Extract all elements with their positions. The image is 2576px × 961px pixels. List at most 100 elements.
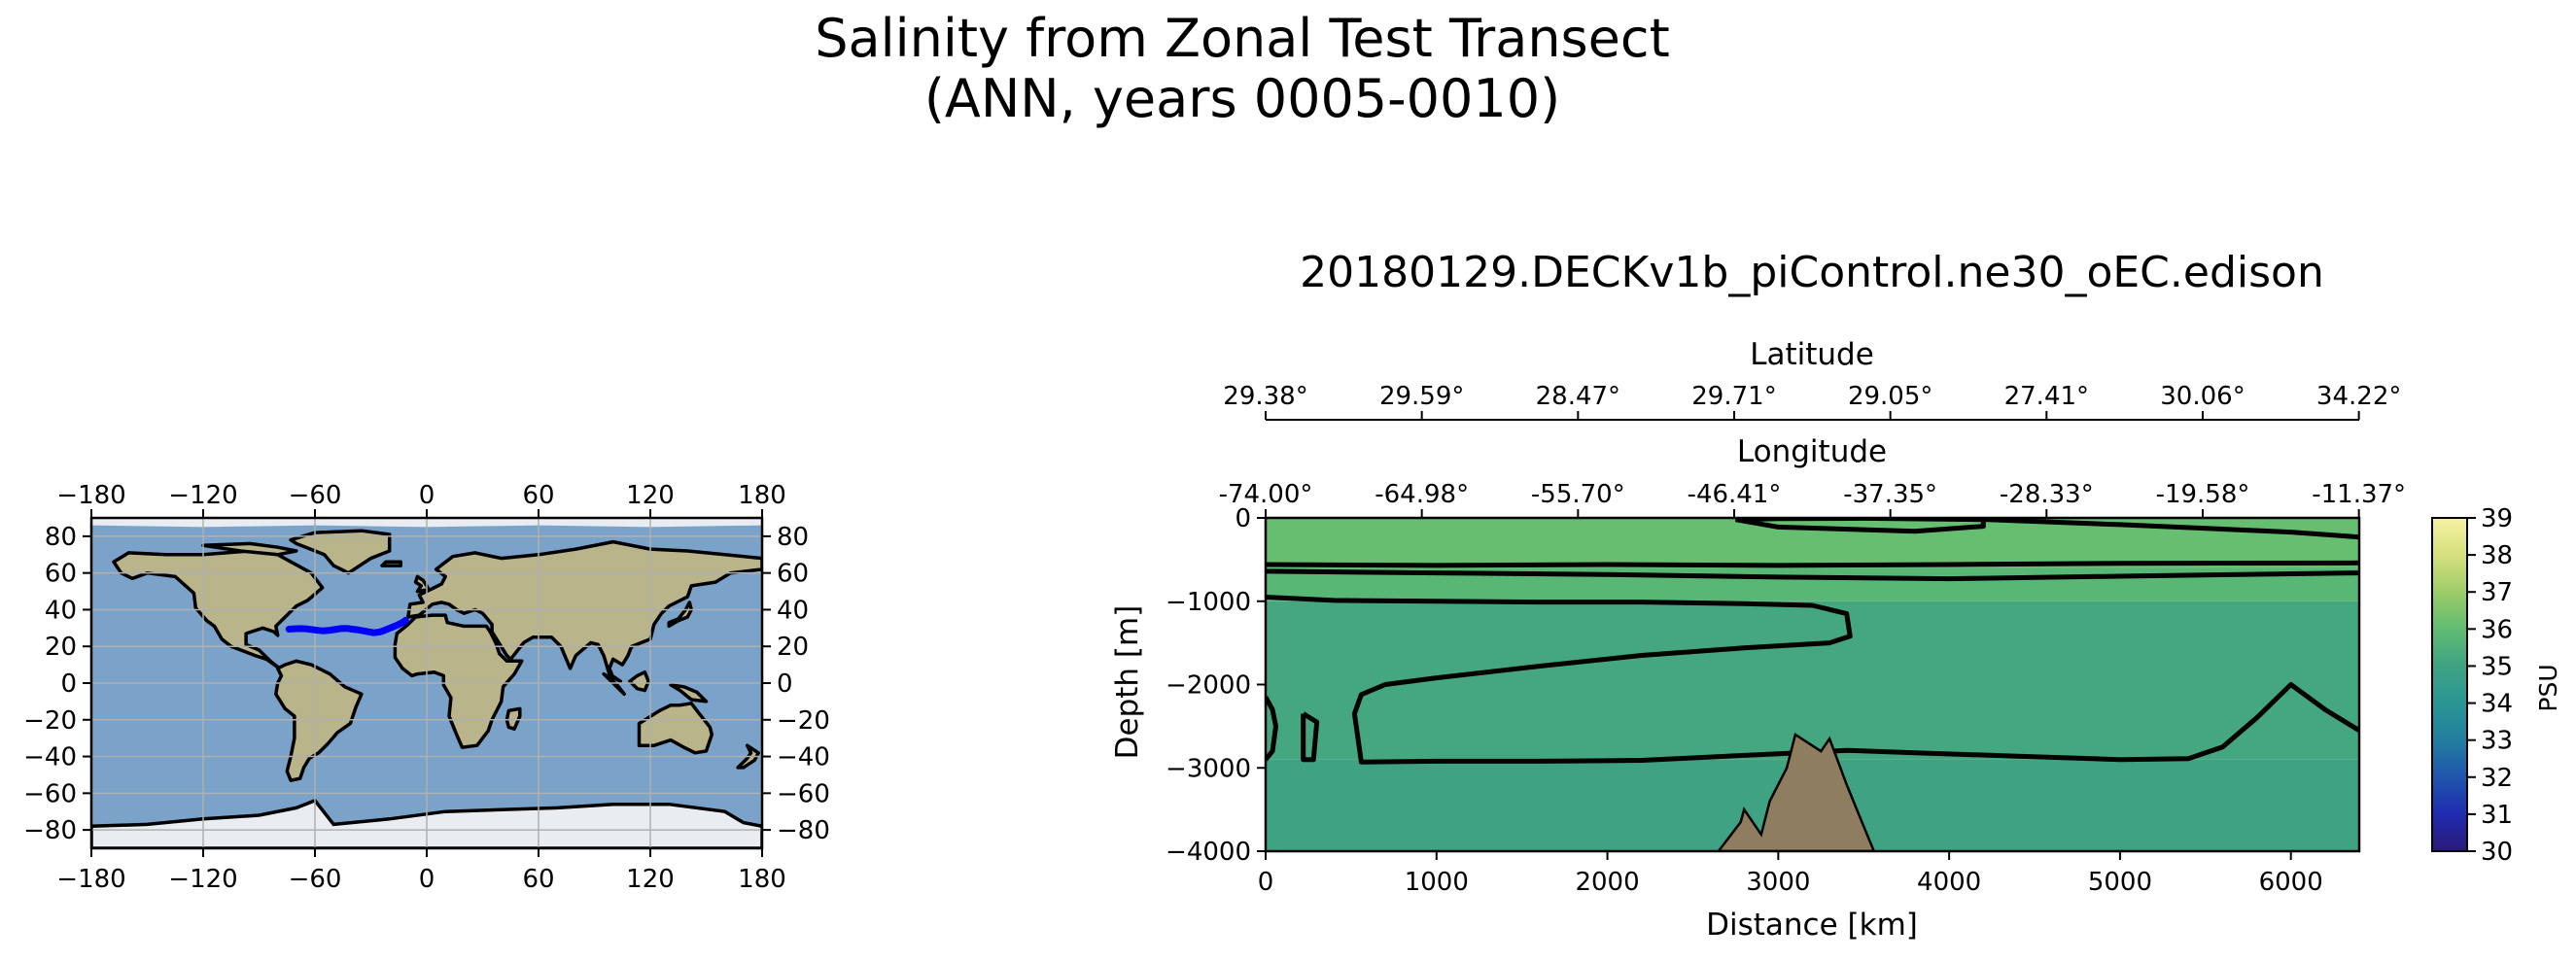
distance-tick-label: 6000 bbox=[2259, 868, 2323, 897]
salinity-contour bbox=[1266, 696, 1278, 762]
longitude-tick-label: -64.98° bbox=[1375, 480, 1469, 509]
colorbar-tick-label: 32 bbox=[2481, 764, 2513, 793]
map-lat-tick-label-left: 20 bbox=[45, 633, 77, 662]
map-lat-tick-label-left: 40 bbox=[45, 596, 77, 625]
depth-axis-label: Depth [m] bbox=[1110, 605, 1145, 760]
latitude-tick-label: 29.59° bbox=[1379, 382, 1464, 411]
bathymetry bbox=[1717, 733, 1876, 851]
latitude-tick-label: 29.38° bbox=[1223, 382, 1307, 411]
salinity-contour bbox=[1266, 560, 2359, 568]
salinity-layer bbox=[1266, 601, 2359, 760]
latitude-tick-label: 28.47° bbox=[1536, 382, 1620, 411]
depth-tick-label: −4000 bbox=[1166, 838, 1251, 867]
colorbar-tick-label: 31 bbox=[2481, 801, 2513, 830]
map-lat-tick-label-right: −20 bbox=[777, 706, 830, 736]
latitude-tick-label: 27.41° bbox=[2004, 382, 2089, 411]
map-lat-tick-label-left: −80 bbox=[23, 816, 77, 845]
land-japan bbox=[667, 601, 693, 629]
latitude-tick-label: 29.05° bbox=[1848, 382, 1932, 411]
latitude-tick-label: 29.71° bbox=[1691, 382, 1776, 411]
distance-tick-label: 2000 bbox=[1575, 868, 1639, 897]
map-lon-tick-label-bottom: 180 bbox=[738, 865, 786, 894]
depth-tick-label: −1000 bbox=[1166, 588, 1251, 617]
map-lon-tick-label-top: 0 bbox=[419, 481, 435, 510]
distance-tick-label: 1000 bbox=[1405, 868, 1469, 897]
map-lon-tick-label-bottom: −120 bbox=[168, 865, 237, 894]
colorbar bbox=[2431, 517, 2468, 852]
map-lat-tick-label-right: −80 bbox=[777, 816, 830, 845]
longitude-tick-label: -19.58° bbox=[2156, 480, 2250, 509]
depth-tick-label: −2000 bbox=[1166, 671, 1251, 701]
figure-title-line1: Salinity from Zonal Test Transect bbox=[815, 8, 1670, 69]
land-south-america bbox=[274, 659, 364, 782]
colorbar-tick-label: 30 bbox=[2481, 838, 2513, 867]
colorbar-tick-label: 33 bbox=[2481, 727, 2513, 756]
colorbar-tick-label: 35 bbox=[2481, 652, 2513, 681]
map-lat-tick-label-left: 60 bbox=[45, 560, 77, 589]
longitude-tick-label: -28.33° bbox=[2000, 480, 2094, 509]
map-lat-tick-label-right: 20 bbox=[777, 633, 809, 662]
longitude-axis-label: Longitude bbox=[1737, 434, 1887, 469]
colorbar-tick-label: 36 bbox=[2481, 615, 2513, 644]
salinity-contour bbox=[1966, 518, 2359, 540]
transect-panel: 20180129.DECKv1b_piControl.ne30_oEC.edis… bbox=[1110, 248, 2562, 943]
longitude-tick-label: -74.00° bbox=[1219, 480, 1313, 509]
map-lat-tick-label-left: −60 bbox=[23, 779, 77, 808]
latitude-tick-label: 34.22° bbox=[2316, 382, 2401, 411]
map-lon-tick-label-bottom: 120 bbox=[626, 865, 675, 894]
land-eurasia bbox=[406, 539, 762, 683]
colorbar-tick-label: 38 bbox=[2481, 541, 2513, 570]
map-lat-tick-label-left: −40 bbox=[23, 743, 77, 772]
figure-title-line2: (ANN, years 0005-0010) bbox=[924, 68, 1560, 129]
land-iceland bbox=[380, 560, 402, 567]
colorbar-tick-label: 34 bbox=[2481, 690, 2513, 719]
map-lat-tick-label-right: −40 bbox=[777, 743, 830, 772]
land-britain bbox=[413, 574, 431, 594]
map-lat-tick-label-right: 80 bbox=[777, 523, 809, 552]
latitude-tick-label: 30.06° bbox=[2160, 382, 2245, 411]
distance-tick-label: 5000 bbox=[2088, 868, 2152, 897]
depth-tick-label: 0 bbox=[1235, 504, 1251, 533]
map-lon-tick-label-top: −120 bbox=[168, 481, 237, 510]
depth-tick-label: −3000 bbox=[1166, 754, 1251, 783]
distance-tick-label: 4000 bbox=[1917, 868, 1981, 897]
longitude-tick-label: -55.70° bbox=[1531, 480, 1625, 509]
longitude-tick-label: -46.41° bbox=[1688, 480, 1782, 509]
map-lon-tick-label-bottom: 0 bbox=[419, 865, 435, 894]
map-lon-tick-label-top: 60 bbox=[522, 481, 554, 510]
distance-axis-label: Distance [km] bbox=[1706, 908, 1918, 943]
distance-tick-label: 3000 bbox=[1746, 868, 1810, 897]
map-lat-tick-label-right: −60 bbox=[777, 779, 830, 808]
land-australia bbox=[637, 702, 714, 755]
longitude-tick-label: -37.35° bbox=[1843, 480, 1937, 509]
map-lon-tick-label-top: 180 bbox=[738, 481, 786, 510]
map-lon-tick-label-top: −180 bbox=[56, 481, 125, 510]
land-new-guinea bbox=[669, 683, 709, 704]
map-lat-tick-label-right: 60 bbox=[777, 560, 809, 589]
colorbar-label: PSU bbox=[2534, 664, 2562, 711]
map-lon-tick-label-bottom: −180 bbox=[56, 865, 125, 894]
map-panel: −180 −180 −120 −120 −60 −60 0 0 60 60 120 120 180 180… bbox=[23, 481, 830, 894]
salinity-contour bbox=[1266, 595, 2359, 765]
transect-line bbox=[285, 616, 409, 636]
map-lon-tick-label-bottom: −60 bbox=[289, 865, 342, 894]
land-borneo bbox=[628, 669, 650, 693]
salinity-layer bbox=[1266, 518, 2359, 568]
map-lat-tick-label-left: 80 bbox=[45, 523, 77, 552]
map-lon-tick-label-top: −60 bbox=[289, 481, 342, 510]
latitude-axis-label: Latitude bbox=[1750, 337, 1874, 372]
map-lat-tick-label-right: 0 bbox=[777, 669, 793, 699]
map-lat-tick-label-left: −20 bbox=[23, 706, 77, 736]
map-lat-tick-label-right: 40 bbox=[777, 596, 809, 625]
longitude-tick-label: -11.37° bbox=[2312, 480, 2406, 509]
land-canadian-islands bbox=[201, 541, 298, 557]
land-new-zealand bbox=[736, 743, 760, 770]
map-lat-tick-label-left: 0 bbox=[60, 669, 77, 699]
colorbar-tick-label: 39 bbox=[2481, 504, 2513, 533]
transect-title: 20180129.DECKv1b_piControl.ne30_oEC.edis… bbox=[1300, 248, 2324, 297]
colorbar-tick-label: 37 bbox=[2481, 578, 2513, 607]
distance-tick-label: 0 bbox=[1258, 868, 1274, 897]
salinity-contour bbox=[1301, 711, 1320, 763]
map-lon-tick-label-top: 120 bbox=[626, 481, 675, 510]
